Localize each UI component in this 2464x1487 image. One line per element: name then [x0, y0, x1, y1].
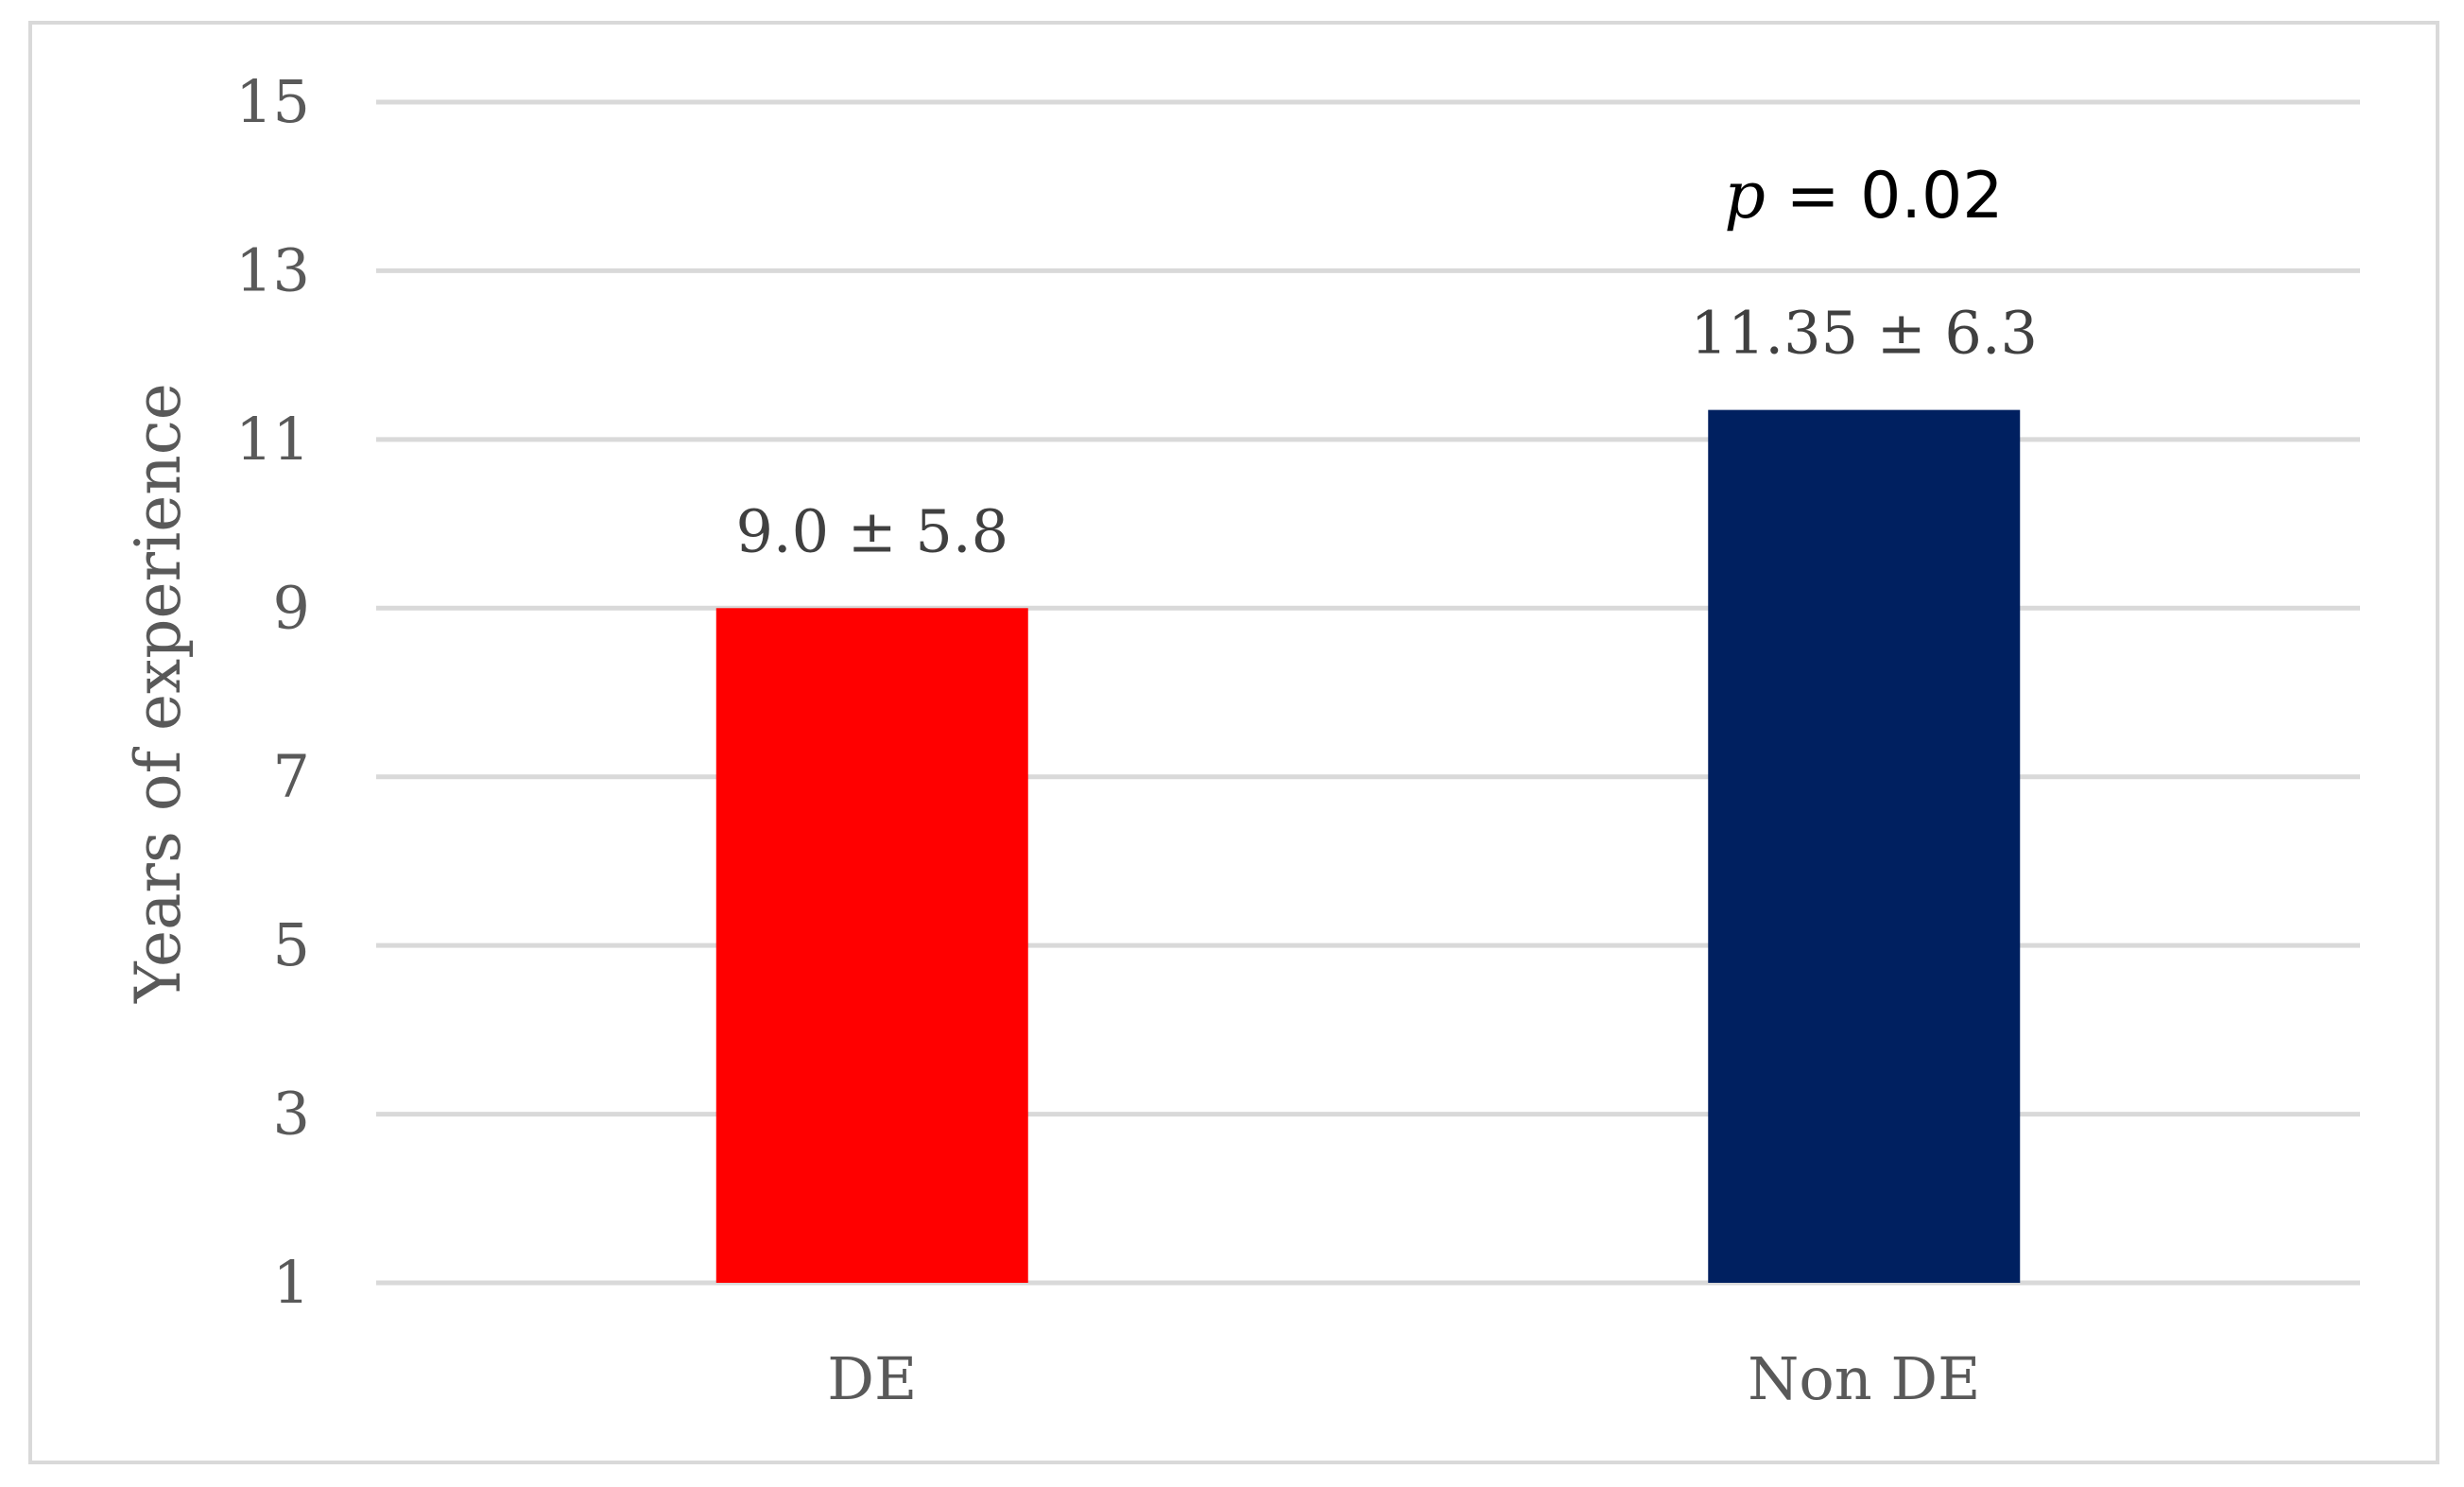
bar-non-de: [1708, 409, 2021, 1283]
y-tick-label: 7: [273, 742, 310, 811]
p-value-symbol: p: [1724, 159, 1766, 233]
y-axis-title: Years of experience: [122, 383, 195, 1004]
y-tick-label: 9: [273, 573, 310, 642]
data-label: 11.35 ± 6.3: [1691, 299, 2038, 368]
y-tick-label: 15: [235, 67, 310, 136]
grid-lines: [376, 99, 2360, 1286]
p-value-text: = 0.02: [1766, 159, 2004, 233]
y-tick-label: 3: [273, 1080, 310, 1149]
y-tick-label: 11: [235, 405, 310, 474]
x-tick-labels: DE Non DE: [827, 1344, 1980, 1413]
x-tick-label: DE: [827, 1344, 917, 1413]
bar-de: [715, 608, 1028, 1283]
data-labels: 9.0 ± 5.8 11.35 ± 6.3: [735, 299, 2038, 566]
p-value-annotation: p = 0.02: [1724, 159, 2003, 233]
bars: [715, 409, 2021, 1283]
y-tick-label: 13: [235, 235, 310, 304]
y-tick-label: 1: [273, 1248, 310, 1317]
y-tick-label: 5: [273, 910, 310, 979]
chart-frame: [28, 21, 2439, 1464]
data-label: 9.0 ± 5.8: [735, 496, 1008, 565]
x-tick-label: Non DE: [1748, 1344, 1980, 1413]
